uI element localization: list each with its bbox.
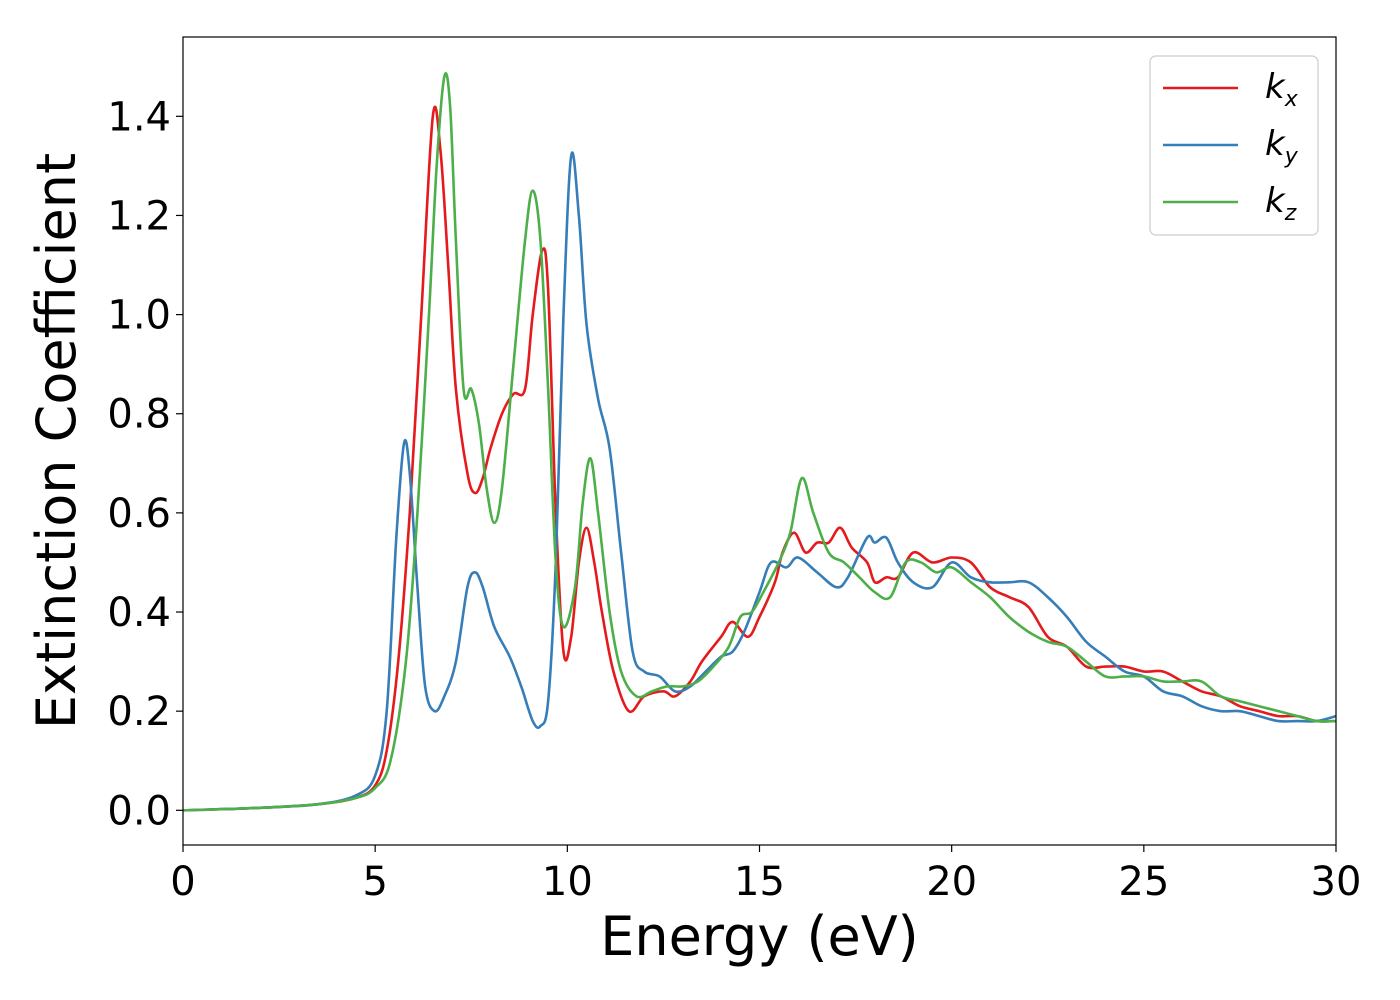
- legend-label-kz: kz: [1265, 181, 1297, 226]
- y-tick-label: 0.8: [107, 392, 171, 438]
- x-axis-title: Energy (eV): [600, 905, 919, 968]
- series-line-ky: [183, 151, 1336, 812]
- x-tick-label: 25: [1118, 859, 1169, 905]
- y-axis-title: Extinction Coefficient: [25, 153, 88, 729]
- x-tick-label: 20: [926, 859, 977, 905]
- series-line-kx: [183, 105, 1336, 812]
- y-tick-label: 0.0: [107, 788, 171, 834]
- legend-label-kx: kx: [1265, 67, 1299, 112]
- y-tick-label: 0.4: [107, 590, 171, 636]
- x-tick-label: 0: [170, 859, 195, 905]
- y-tick-label: 0.2: [107, 689, 171, 735]
- x-tick-label: 15: [734, 859, 785, 905]
- x-tick-label: 5: [362, 859, 387, 905]
- x-tick-label: 30: [1311, 859, 1362, 905]
- y-axis: 0.0 0.2 0.4 0.6 0.8 1.0 1.2 1.4: [107, 94, 183, 834]
- x-tick-label: 10: [542, 859, 593, 905]
- y-tick-label: 1.2: [107, 193, 171, 239]
- series-line-kz: [183, 71, 1336, 812]
- legend: kx ky kz: [1149, 55, 1319, 236]
- y-tick-label: 0.6: [107, 491, 171, 537]
- legend-label-ky: ky: [1265, 124, 1299, 169]
- x-axis: 0 5 10 15 20 25 30: [170, 845, 1361, 905]
- plot-area: [183, 71, 1336, 812]
- y-tick-label: 1.0: [107, 293, 171, 339]
- y-tick-label: 1.4: [107, 94, 171, 140]
